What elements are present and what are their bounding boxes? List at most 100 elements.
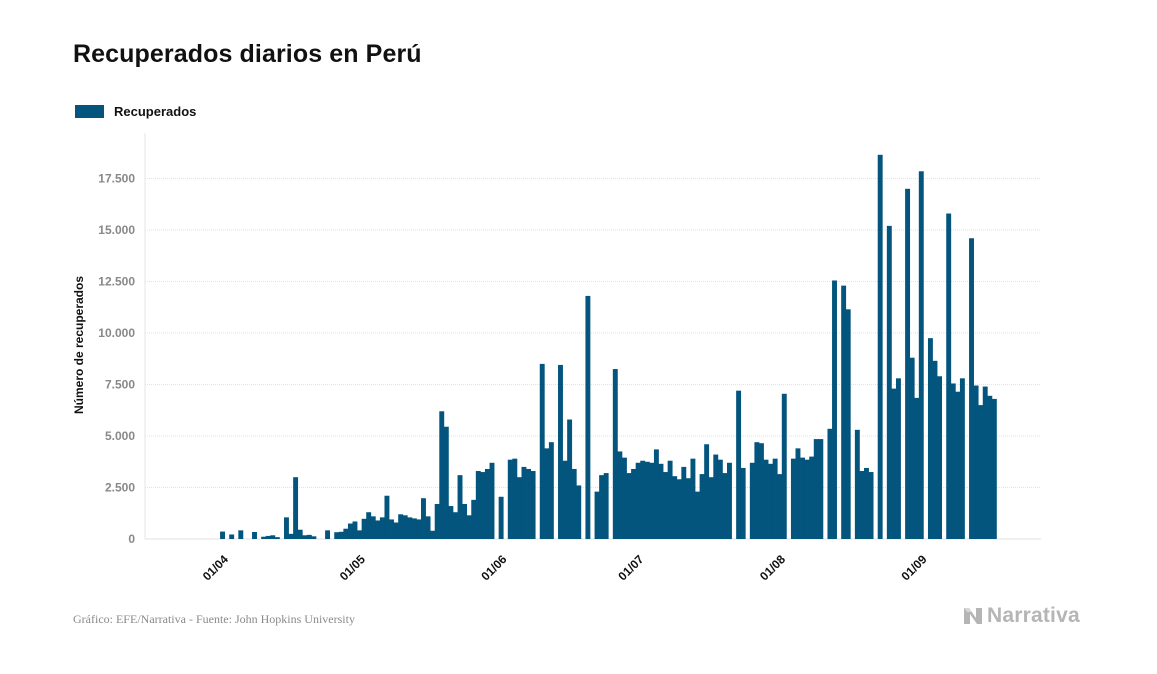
- bar: [832, 280, 837, 539]
- x-tick-label: 01/08: [757, 552, 788, 583]
- bar: [261, 536, 267, 539]
- y-tick-label: 0: [128, 532, 135, 546]
- bar: [859, 471, 865, 539]
- bar: [558, 364, 563, 539]
- bar: [567, 419, 573, 539]
- bar: [809, 456, 815, 539]
- bar: [393, 522, 399, 539]
- bar: [443, 426, 449, 539]
- bar: [343, 528, 349, 539]
- bar: [274, 537, 280, 539]
- bar: [973, 385, 979, 539]
- bar: [987, 395, 993, 539]
- bar: [713, 454, 719, 539]
- bar: [727, 462, 732, 539]
- bar: [288, 533, 294, 539]
- bar: [379, 517, 385, 539]
- x-tick-label: 01/05: [337, 552, 368, 583]
- bar: [384, 495, 390, 539]
- bar: [603, 473, 609, 539]
- bar: [658, 463, 664, 539]
- bar: [293, 477, 299, 539]
- bar: [265, 535, 271, 539]
- bar: [635, 462, 641, 539]
- bar: [818, 439, 824, 539]
- bar: [617, 451, 623, 539]
- bar: [352, 521, 358, 539]
- x-tick-label: 01/09: [898, 552, 929, 583]
- bar: [955, 391, 961, 539]
- legend-swatch: [75, 105, 104, 118]
- bar: [895, 378, 901, 539]
- bar: [430, 530, 436, 539]
- bar: [722, 473, 728, 539]
- bar: [334, 532, 340, 539]
- bar: [512, 458, 518, 539]
- y-tick-label: 2.500: [105, 481, 135, 495]
- bar: [927, 338, 933, 539]
- bar: [471, 499, 477, 539]
- bar: [717, 459, 723, 539]
- bar: [982, 386, 988, 539]
- bar: [306, 534, 312, 539]
- bar: [946, 213, 952, 539]
- bar: [284, 517, 289, 539]
- logo-text: Narrativa: [987, 604, 1080, 627]
- bar: [452, 512, 458, 539]
- bar: [457, 475, 463, 539]
- bar: [311, 536, 317, 539]
- bar: [676, 479, 682, 539]
- bar: [699, 474, 705, 539]
- bar: [708, 477, 714, 539]
- bar: [749, 462, 755, 539]
- bar: [407, 517, 413, 539]
- bar: [978, 405, 984, 539]
- bar: [868, 472, 874, 539]
- bar: [389, 519, 394, 539]
- bar: [521, 466, 527, 539]
- bar: [864, 467, 869, 539]
- bar: [594, 491, 600, 539]
- bar: [411, 518, 417, 539]
- source-credit: Gráfico: EFE/Narrativa - Fuente: John Ho…: [73, 612, 355, 626]
- bar: [644, 461, 650, 539]
- bar: [781, 393, 787, 539]
- bar: [599, 475, 605, 539]
- bar: [877, 154, 883, 539]
- bar: [969, 238, 974, 540]
- bar: [649, 462, 655, 539]
- y-tick-label: 15.000: [98, 223, 135, 237]
- bar: [827, 428, 833, 539]
- bar: [498, 496, 504, 539]
- bar: [795, 448, 801, 539]
- y-tick-label: 7.500: [105, 378, 135, 392]
- bar: [991, 398, 997, 539]
- bar: [932, 360, 938, 539]
- bar: [416, 519, 422, 539]
- bar: [361, 518, 367, 539]
- bar: [398, 514, 404, 539]
- bar: [959, 378, 965, 539]
- bar: [772, 458, 778, 539]
- bar: [845, 309, 851, 539]
- bar: [370, 516, 376, 539]
- bar: [475, 471, 481, 539]
- bar: [507, 459, 513, 539]
- y-tick-label: 12.500: [98, 275, 135, 289]
- bar: [905, 188, 911, 540]
- bar: [434, 503, 440, 539]
- bar: [640, 460, 646, 539]
- bar: [763, 459, 769, 539]
- bar: [571, 468, 577, 539]
- bar: [448, 506, 454, 539]
- bar: [918, 171, 924, 540]
- bar: [439, 411, 445, 539]
- bar: [252, 532, 257, 539]
- y-tick-label: 17.500: [98, 172, 135, 186]
- bar: [681, 466, 687, 539]
- bar: [631, 468, 637, 539]
- y-tick-label: 10.000: [98, 326, 135, 340]
- bar: [768, 463, 774, 539]
- bar: [891, 388, 897, 539]
